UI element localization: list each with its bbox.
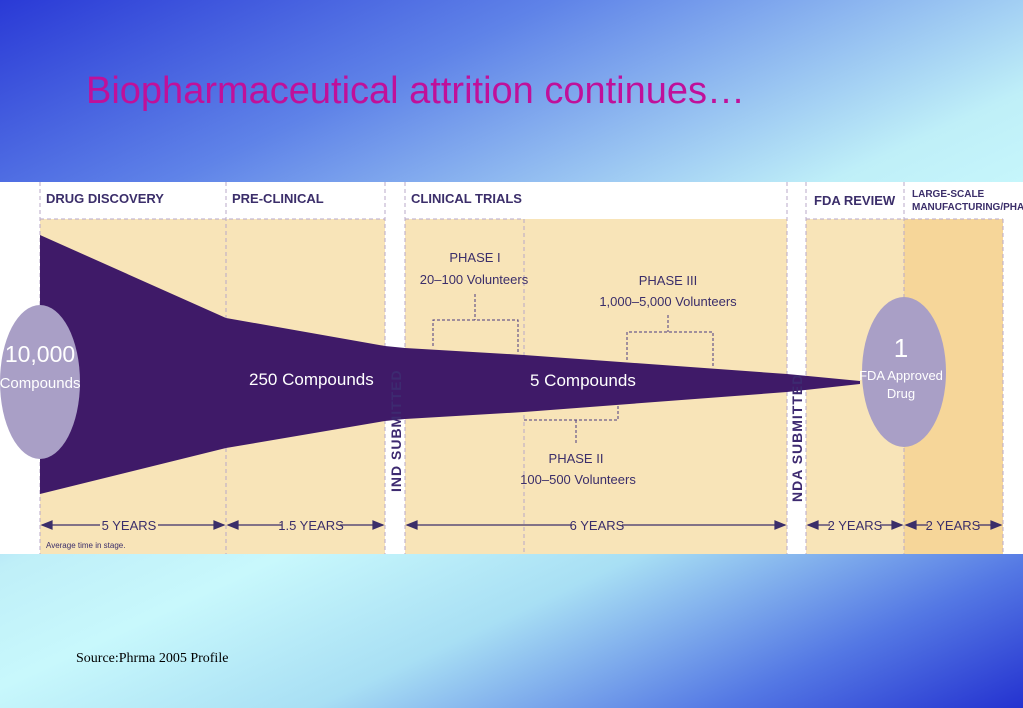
preclinical-compounds-label: 250 Compounds: [249, 370, 374, 389]
approved-count-number: 1: [894, 333, 908, 363]
phase2-bracket: [524, 404, 619, 444]
stage-header-manufacturing-line1: LARGE-SCALE: [912, 189, 985, 200]
phase3-volunteers: 1,000–5,000 Volunteers: [599, 294, 737, 309]
duration-preclinical: 1.5 YEARS: [278, 518, 344, 533]
ind-submitted-label: IND SUBMITTED: [388, 369, 404, 492]
phase1-bracket: [432, 294, 519, 352]
slide-title: Biopharmaceutical attrition continues…: [86, 70, 746, 112]
phase2-volunteers: 100–500 Volunteers: [520, 472, 636, 487]
duration-manufacturing: 2 YEARS: [926, 518, 981, 533]
phase2-name: PHASE II: [549, 451, 604, 466]
stage-header-pre-clinical: PRE-CLINICAL: [232, 191, 324, 206]
stage-header-clinical-trials: CLINICAL TRIALS: [411, 191, 522, 206]
duration-fda-review: 2 YEARS: [828, 518, 883, 533]
duration-discovery: 5 YEARS: [102, 518, 157, 533]
start-count-unit: Compounds: [0, 375, 80, 392]
phase3-bracket: [626, 315, 714, 368]
attrition-funnel: [40, 235, 860, 494]
nda-submitted-label: NDA SUBMITTED: [789, 374, 805, 502]
duration-note: Average time in stage.: [46, 541, 125, 550]
phase3-name: PHASE III: [639, 273, 698, 288]
clinical-compounds-label: 5 Compounds: [530, 371, 636, 390]
start-count-number: 10,000: [5, 341, 75, 367]
stage-header-fda-review: FDA REVIEW: [814, 193, 896, 208]
phase1-name: PHASE I: [449, 250, 500, 265]
drug-development-diagram: DRUG DISCOVERY PRE-CLINICAL CLINICAL TRI…: [0, 182, 1023, 554]
duration-arrows: [40, 520, 1003, 530]
source-citation: Source:Phrma 2005 Profile: [76, 651, 229, 666]
duration-clinical: 6 YEARS: [570, 518, 625, 533]
stage-header-manufacturing-line2: MANUFACTURING/PHASE IV: [912, 202, 1023, 213]
approved-drug-circle: [862, 297, 946, 447]
stage-header-drug-discovery: DRUG DISCOVERY: [46, 191, 164, 206]
approved-label-line1: FDA Approved: [859, 368, 943, 383]
phase1-volunteers: 20–100 Volunteers: [420, 272, 529, 287]
start-compounds-circle: [0, 305, 80, 459]
approved-label-line2: Drug: [887, 386, 915, 401]
